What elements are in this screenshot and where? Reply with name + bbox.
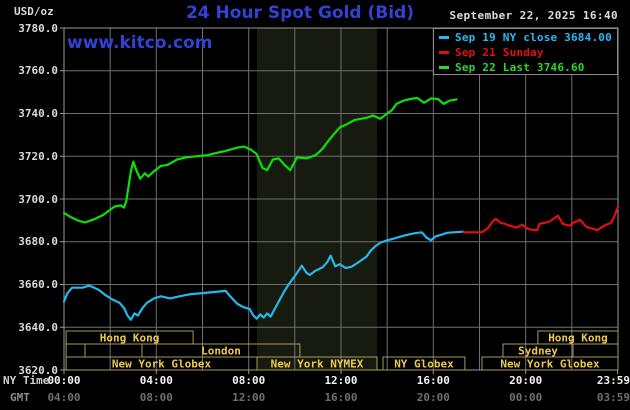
y-axis-unit-label: USD/oz xyxy=(14,5,54,18)
legend-item: Sep 19 NY close 3684.00 xyxy=(439,30,617,45)
chart-datetime: September 22, 2025 16:40 xyxy=(449,9,618,22)
y-axis-tick-label: 3780.0 xyxy=(18,21,58,35)
session-label: Hong Kong xyxy=(548,332,608,345)
session-label: London xyxy=(201,345,241,358)
y-axis-tick-label: 3720.0 xyxy=(18,149,58,163)
y-axis-tick-label: 3620.0 xyxy=(18,363,58,377)
legend-item: Sep 22 Last 3746.60 xyxy=(439,60,617,75)
session-box xyxy=(572,343,619,358)
y-axis-tick-label: 3700.0 xyxy=(18,192,58,206)
session-box xyxy=(84,343,143,358)
series-line-0 xyxy=(62,96,458,224)
x-axis-gmt-label: GMT xyxy=(10,391,30,404)
x-axis-tick-ny: 04:00 xyxy=(139,374,173,387)
series-line-1 xyxy=(62,230,465,321)
session-label: Sydney xyxy=(518,345,558,358)
grid-lines xyxy=(64,28,618,370)
y-axis-tick-label: 3740.0 xyxy=(18,107,58,120)
legend-dash-icon xyxy=(439,66,449,69)
x-axis-tick-ny: 23:59 xyxy=(596,374,630,387)
session-label: New York Globex xyxy=(112,358,212,371)
session-box xyxy=(382,356,466,371)
y-axis-tick-label: 3660.0 xyxy=(18,278,58,291)
x-axis-tick-gmt: 04:00 xyxy=(47,391,81,404)
x-axis-tick-gmt: 16:00 xyxy=(324,391,358,404)
session-label: NY Globex xyxy=(394,358,454,371)
chart-title: 24 Hour Spot Gold (Bid) xyxy=(185,3,415,23)
y-axis-tick-label: 3640.0 xyxy=(18,320,58,334)
x-axis-tick-ny: 00:00 xyxy=(47,374,81,387)
session-box xyxy=(481,356,619,371)
x-axis-tick-gmt: 12:00 xyxy=(232,391,266,404)
session-label: New York NYMEX xyxy=(271,358,364,371)
x-axis-tick-ny: 20:00 xyxy=(509,374,543,387)
axis-tick-marks xyxy=(60,27,619,374)
kitco-watermark: www.kitco.com xyxy=(67,33,213,53)
x-axis-tick-ny: 12:00 xyxy=(324,374,358,387)
legend-dash-icon xyxy=(439,36,449,39)
x-axis-tick-gmt: 08:00 xyxy=(139,391,173,404)
legend-box: Sep 19 NY close 3684.00 Sep 21 Sunday Sep … xyxy=(433,28,618,75)
x-axis-ny-time-label: NY Time xyxy=(3,374,50,387)
x-axis-tick-gmt: 00:00 xyxy=(509,391,543,404)
legend-label: Sep 21 Sunday xyxy=(455,46,544,59)
x-axis-tick-gmt: 20:00 xyxy=(416,391,450,404)
session-box xyxy=(256,356,378,371)
session-label: Hong Kong xyxy=(100,332,160,345)
legend-label: Sep 22 Last 3746.60 xyxy=(455,61,585,74)
x-axis-tick-ny: 16:00 xyxy=(416,374,450,387)
series-line-2 xyxy=(462,205,620,234)
session-label: New York Globex xyxy=(500,358,600,371)
y-axis-tick-label: 3680.0 xyxy=(18,235,58,249)
session-box xyxy=(65,343,86,358)
legend-item: Sep 21 Sunday xyxy=(439,45,617,60)
y-axis-tick-label: 3760.0 xyxy=(18,64,58,78)
legend-dash-icon xyxy=(439,51,449,54)
legend-label: Sep 19 NY close 3684.00 xyxy=(455,31,612,44)
x-axis-tick-gmt: 03:59 xyxy=(596,391,630,404)
x-axis-tick-ny: 08:00 xyxy=(232,374,266,387)
